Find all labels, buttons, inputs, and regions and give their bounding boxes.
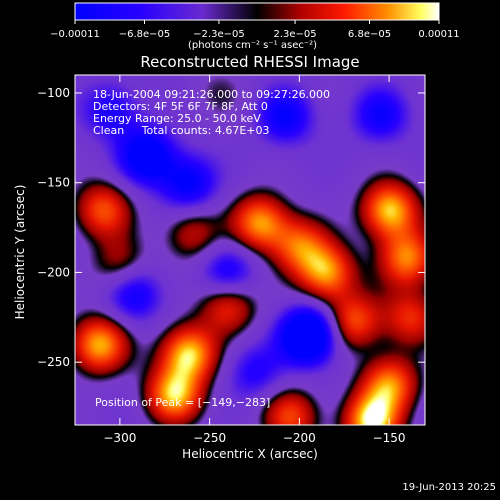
colorbar-tick-label: 0.00011: [418, 29, 459, 40]
colorbar-tick-label: 2.3e−05: [273, 29, 316, 40]
colorbar-unit-label: (photons cm⁻² s⁻¹ asec⁻²): [188, 40, 318, 51]
colorbar-tick-label: −0.00011: [50, 29, 100, 40]
colorbar-tick-label: 6.8e−05: [348, 29, 391, 40]
y-tick-label: −150: [37, 176, 70, 190]
x-tick-label: −200: [283, 431, 316, 445]
y-tick-label: −200: [37, 265, 70, 279]
chart-title: Reconstructed RHESSI Image: [140, 53, 360, 71]
colorbar-tick-label: −6.8e−05: [119, 29, 171, 40]
footer-timestamp: 19-Jun-2013 20:25: [402, 482, 496, 493]
annotation-energy: Energy Range: 25.0 - 50.0 keV: [93, 112, 261, 125]
y-axis-label: Heliocentric Y (arcsec): [13, 184, 27, 320]
heatmap-frame: [75, 75, 425, 425]
colorbar-gradient: [74, 2, 440, 21]
x-tick-label: −150: [373, 431, 406, 445]
annotation-time: 18-Jun-2004 09:21:26.000 to 09:27:26.000: [93, 88, 331, 101]
colorbar: −0.00011 −6.8e−05 −2.3e−05 2.3e−05 6.8e−05 0.…: [50, 2, 460, 40]
y-tick-label: −250: [37, 355, 70, 369]
plot-border: [74, 74, 426, 426]
x-tick-label: −250: [193, 431, 226, 445]
annotation-detectors: Detectors: 4F 5F 6F 7F 8F, Att 0: [93, 100, 268, 113]
colorbar-tick-label: −2.3e−05: [193, 29, 245, 40]
peak-position-label: Position of Peak = [−149,−283]: [95, 396, 271, 409]
annotation-block: 18-Jun-2004 09:21:26.000 to 09:27:26.000…: [93, 89, 330, 136]
heatmap-image: [75, 75, 425, 425]
x-tick-label: −300: [103, 431, 136, 445]
annotation-counts: Clean Total counts: 4.67E+03: [93, 124, 270, 137]
y-tick-label: −100: [37, 86, 70, 100]
x-axis-label: Heliocentric X (arcsec): [182, 447, 318, 461]
